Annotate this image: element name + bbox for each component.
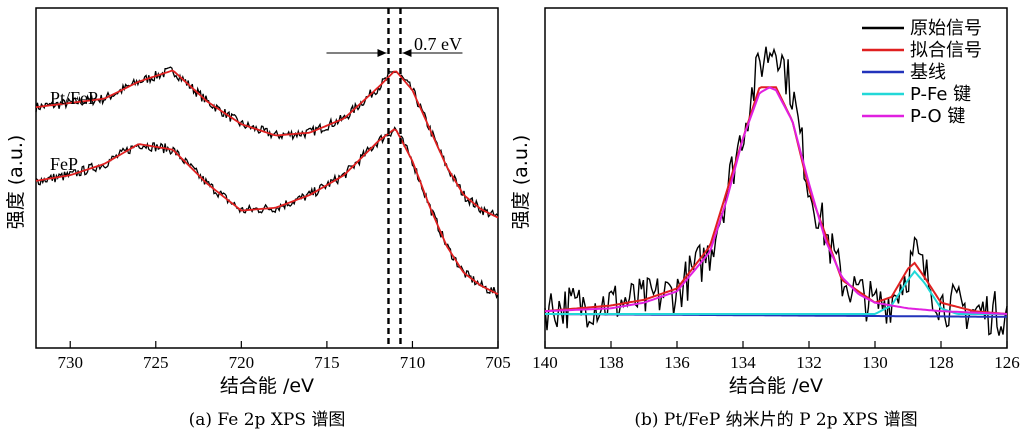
panel-a-xtick-label-3: 715	[314, 353, 340, 372]
panel-a-xtick-label-2: 720	[229, 353, 255, 372]
panel-b-series-p-o	[544, 86, 1008, 315]
panel-b-xtick-label-7: 126	[994, 353, 1020, 372]
panel-a-ticks: 730 725 720 715 710 705	[57, 341, 511, 372]
panel-a-arrowhead-right	[402, 49, 412, 57]
panel-b-xtick-label-2: 136	[664, 353, 690, 372]
panel-b-xtick-label-4: 132	[796, 353, 822, 372]
panel-b-xtick-label-0: 140	[532, 353, 558, 372]
legend-label-p-fe: P-Fe 键	[910, 84, 971, 105]
panel-a-ylabel: 强度 (a.u.)	[5, 135, 27, 230]
panel-a: 730 725 720 715 710 705 Pt/FeP FeP 0.7 eV 结合能…	[5, 7, 511, 430]
panel-a-xtick-label-5: 705	[485, 353, 511, 372]
panel-b-series-p-fe	[545, 269, 1007, 315]
panel-b-xtick-label-1: 138	[598, 353, 624, 372]
panel-b: 140 138 136 134 132 130 128 126 原始信号拟合信号基线P-Fe …	[510, 7, 1020, 430]
legend-label-raw: 原始信号	[910, 18, 982, 39]
panel-a-xtick-label-1: 725	[143, 353, 169, 372]
panel-a-raw-fep	[35, 126, 499, 300]
panel-b-frame	[544, 7, 1008, 349]
panel-b-series-fit	[544, 86, 1008, 315]
panel-a-label-fep: FeP	[50, 154, 78, 174]
panel-b-ticks: 140 138 136 134 132 130 128 126	[532, 341, 1020, 372]
legend-label-fit: 拟合信号	[910, 40, 982, 61]
panel-a-xtick-label-4: 710	[400, 353, 426, 372]
panel-b-series-raw	[544, 46, 1008, 336]
legend-label-baseline: 基线	[910, 62, 946, 83]
panel-a-label-ptfep: Pt/FeP	[50, 88, 98, 108]
panel-b-caption: (b) Pt/FeP 纳米片的 P 2p XPS 谱图	[634, 410, 917, 430]
panel-a-xlabel: 结合能 /eV	[220, 375, 314, 397]
panel-a-xtick-label-0: 730	[57, 353, 83, 372]
panel-b-xtick-label-6: 128	[928, 353, 954, 372]
panel-a-raw-ptfep	[35, 66, 499, 218]
panel-b-xtick-label-5: 130	[862, 353, 888, 372]
panel-a-series	[35, 66, 499, 300]
panel-a-frame	[35, 7, 499, 349]
panel-a-fit-fep	[35, 128, 499, 295]
panel-b-xlabel: 结合能 /eV	[729, 375, 823, 397]
panel-a-shift-label: 0.7 eV	[414, 34, 462, 54]
legend-label-p-o: P-O 键	[910, 106, 965, 127]
panel-a-annotations	[326, 8, 463, 348]
panel-a-fit-ptfep	[35, 69, 499, 219]
panel-b-xtick-label-3: 134	[730, 353, 756, 372]
panel-b-series	[544, 46, 1008, 336]
panel-a-arrowhead-left	[377, 49, 387, 57]
panel-b-ylabel: 强度 (a.u.)	[510, 135, 532, 230]
panel-a-caption: (a) Fe 2p XPS 谱图	[189, 410, 346, 430]
